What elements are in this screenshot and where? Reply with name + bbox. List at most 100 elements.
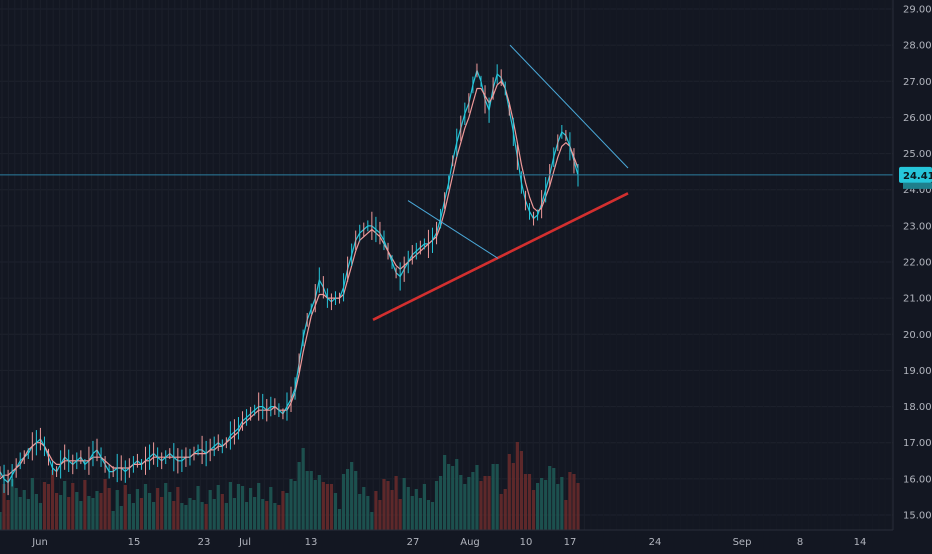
volume-bar (135, 489, 140, 530)
volume-bar (261, 499, 265, 530)
volume-bar (273, 503, 277, 530)
volume-bar (503, 489, 507, 530)
volume-bar (374, 491, 378, 530)
x-tick-label: Aug (460, 537, 480, 548)
volume-bar (119, 506, 123, 530)
x-axis-panel (0, 530, 893, 550)
volume-bar (172, 501, 176, 530)
x-tick-label: 23 (198, 537, 211, 548)
volume-bar (50, 470, 55, 530)
series-line (0, 69, 579, 484)
volume-bar (475, 465, 479, 530)
volume-bar (386, 481, 390, 530)
x-tick-label: Jun (31, 537, 48, 548)
volume-bar (354, 471, 358, 530)
volume-bar (38, 503, 43, 530)
volume-bar (204, 504, 208, 530)
volume-bar (293, 481, 297, 530)
volume-bar (479, 481, 483, 530)
volume-bar (87, 496, 91, 530)
y-tick-label: 15.00 (903, 511, 932, 522)
volume-bar (483, 476, 487, 530)
volume-bar (281, 491, 285, 530)
volume-bar (269, 487, 273, 530)
volume-bar (459, 475, 463, 530)
volume-bar (236, 484, 241, 530)
volume-bar (232, 498, 237, 530)
x-tick-label: 14 (854, 537, 867, 548)
volume-bar (147, 493, 152, 530)
resistance-trendline[interactable] (509, 44, 629, 169)
volume-bar (531, 490, 536, 530)
volume-bar (240, 486, 245, 530)
volume-bar (63, 481, 67, 530)
volume-bar (346, 469, 350, 530)
volume-bar (18, 497, 22, 530)
volume-bar (220, 494, 224, 530)
volume-bar (535, 483, 540, 530)
volume-bar (495, 464, 499, 530)
volume-bar (321, 482, 325, 530)
volume-bar (317, 475, 321, 530)
volume-bar (244, 502, 249, 530)
volume-bar (491, 464, 495, 530)
volume-bar (527, 474, 532, 530)
volume-bar (277, 505, 281, 530)
volume-bar (10, 479, 14, 530)
volume-bar (337, 509, 342, 530)
volume-bar (34, 494, 38, 530)
volume-bar (289, 479, 293, 530)
volume-bar (568, 472, 572, 530)
volume-bar (467, 477, 471, 530)
volume-bar (156, 488, 160, 530)
volume-bar (544, 480, 548, 530)
volume-bar (67, 497, 71, 530)
volume-bar (257, 483, 261, 530)
volume-bar (143, 484, 148, 530)
y-tick-label: 23.00 (903, 221, 932, 232)
volume-bar (523, 474, 528, 530)
price-label-text: 24.41 (903, 171, 932, 182)
volume-bar (390, 490, 394, 530)
volume-bar (406, 487, 410, 530)
price-label-countdown (903, 182, 932, 189)
volume-bar (6, 500, 10, 530)
support-trendline[interactable] (372, 192, 629, 321)
y-tick-label: 18.00 (903, 402, 932, 413)
volume-bar (540, 478, 544, 530)
volume-bar (0, 512, 2, 530)
y-axis[interactable]: 15.00 16.00 17.00 18.00 19.00 20.00 21.00 22.00… (892, 0, 932, 550)
x-axis[interactable]: Jun 15 23 Jul 13 27 Aug 10 17 24 Sep 8 14 (0, 529, 893, 550)
volume-bar (309, 471, 313, 530)
volume-bar (414, 489, 418, 530)
series-layer (0, 63, 579, 496)
y-tick-label: 25.00 (903, 149, 932, 160)
y-tick-label: 22.00 (903, 258, 932, 269)
y-tick-label: 19.00 (903, 366, 932, 377)
volume-bar (301, 448, 305, 530)
volume-bar (131, 503, 135, 530)
volume-bar (499, 494, 503, 530)
x-tick-label: 8 (797, 537, 803, 548)
x-tick-label: 24 (649, 537, 662, 548)
x-tick-label: 17 (564, 537, 577, 548)
volume-bar (123, 485, 127, 530)
volume-bar (398, 499, 402, 530)
volume-bar (200, 502, 204, 530)
volume-bar (103, 479, 107, 530)
volume-bar (362, 487, 366, 530)
volume-bar (228, 482, 232, 530)
resistance-trendline[interactable] (407, 200, 499, 259)
volume-bar (83, 480, 87, 530)
volume-bar (285, 493, 289, 530)
volume-bar (366, 496, 370, 530)
trendline-layer[interactable] (372, 44, 629, 321)
x-tick-label: 10 (520, 537, 533, 548)
volume-bar (451, 466, 455, 530)
volume-bar (297, 462, 301, 530)
volume-bar (402, 478, 406, 530)
volume-bar (139, 498, 144, 530)
volume-bar (224, 503, 228, 530)
